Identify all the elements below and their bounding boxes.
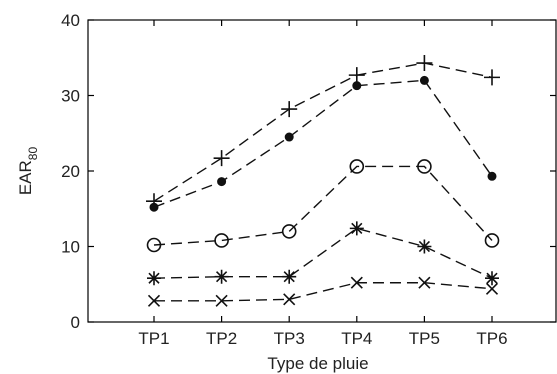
data-point xyxy=(349,159,365,174)
data-point xyxy=(147,294,161,307)
data-point xyxy=(485,271,499,286)
y-tick-label: 10 xyxy=(61,238,80,257)
data-point xyxy=(214,233,229,248)
data-point xyxy=(281,224,297,239)
data-point xyxy=(213,150,230,167)
series-line xyxy=(153,62,493,202)
series-line xyxy=(153,227,493,279)
y-axis-title-subscript: 80 xyxy=(26,147,40,161)
x-tick-label: TP5 xyxy=(409,329,440,348)
x-tick-label: TP4 xyxy=(341,329,372,348)
series-filled-circle xyxy=(149,75,497,212)
y-tick-label: 40 xyxy=(61,11,80,30)
data-point xyxy=(487,171,497,181)
data-point xyxy=(217,177,227,187)
y-axis: 0 10 20 30 40 xyxy=(61,11,556,332)
data-point xyxy=(352,81,362,91)
data-point xyxy=(484,69,500,86)
y-tick-label: 0 xyxy=(71,313,80,332)
series-plus xyxy=(146,55,500,210)
data-point xyxy=(484,233,500,248)
series-line xyxy=(153,165,493,246)
data-point xyxy=(349,221,364,236)
data-point xyxy=(147,271,161,286)
series-line xyxy=(154,282,493,302)
x-axis-title: Type de pluie xyxy=(267,354,368,373)
data-point xyxy=(284,132,294,142)
data-point xyxy=(146,237,162,253)
data-point xyxy=(348,67,365,84)
y-tick-label: 20 xyxy=(61,162,80,181)
data-point xyxy=(416,55,433,72)
series-open-circle xyxy=(146,159,500,253)
x-tick-label: TP1 xyxy=(138,329,169,348)
data-point xyxy=(215,294,228,307)
y-axis-title: EAR80 xyxy=(16,147,40,196)
plot-area-frame xyxy=(87,19,557,323)
x-axis: TP1 TP2 TP3 TP4 TP5 TP6 xyxy=(138,20,508,348)
data-point xyxy=(419,75,429,85)
x-tick-label: TP6 xyxy=(476,329,507,348)
data-point xyxy=(417,159,432,174)
data-point xyxy=(485,282,499,295)
series-star xyxy=(147,221,499,286)
data-point xyxy=(281,101,298,118)
data-point xyxy=(418,276,431,289)
data-point xyxy=(149,202,159,212)
data-point xyxy=(417,239,432,254)
x-tick-label: TP2 xyxy=(206,329,237,348)
series-x xyxy=(147,276,499,307)
series-layer xyxy=(146,55,500,307)
series-line xyxy=(153,79,493,208)
y-axis-title-main: EAR xyxy=(16,160,35,195)
data-point xyxy=(283,293,296,306)
y-tick-label: 30 xyxy=(61,87,80,106)
data-point xyxy=(214,269,229,284)
data-point xyxy=(350,276,363,289)
data-point xyxy=(282,269,297,284)
x-tick-label: TP3 xyxy=(274,329,305,348)
